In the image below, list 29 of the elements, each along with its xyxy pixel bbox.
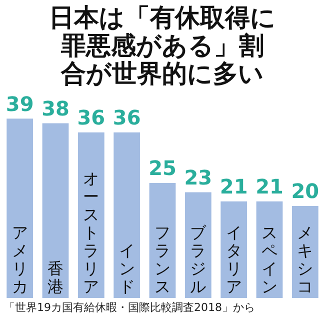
data-label: 25 — [148, 156, 176, 180]
data-label: 23 — [184, 165, 212, 190]
x-tick-label: アメリカ — [12, 223, 28, 296]
x-tick-label: メキシコ — [297, 223, 314, 296]
data-label: 36 — [77, 106, 106, 130]
bar — [184, 192, 212, 298]
data-label: 21 — [220, 174, 248, 199]
data-label: 21 — [256, 174, 284, 199]
x-tick-label: ブラジル — [190, 223, 208, 296]
x-tick-label: 香港 — [48, 259, 64, 296]
data-label: 36 — [112, 106, 141, 130]
text: 「世界19カ国有給休暇・国際比較調査2018」から — [3, 300, 256, 315]
bar — [42, 123, 69, 298]
chart-title: 日本は「有休取得に罪悪感がある」割合が世界的に多い — [48, 3, 277, 88]
data-label: 38 — [42, 96, 70, 120]
bar — [78, 132, 104, 298]
bar — [114, 132, 140, 298]
bar — [149, 183, 176, 298]
x-tick-label: イタリア — [226, 223, 242, 296]
x-tick-label: フランス — [154, 223, 170, 296]
bar — [292, 206, 318, 298]
x-tick-label: インド — [118, 241, 135, 296]
x-tick-label: オーストラリア — [83, 169, 100, 296]
data-label: 39 — [6, 92, 34, 116]
x-tick-label: スペイン — [262, 223, 278, 296]
data-label: 20 — [291, 179, 320, 204]
bar — [6, 118, 34, 298]
bar — [220, 201, 248, 298]
bar — [256, 201, 283, 298]
